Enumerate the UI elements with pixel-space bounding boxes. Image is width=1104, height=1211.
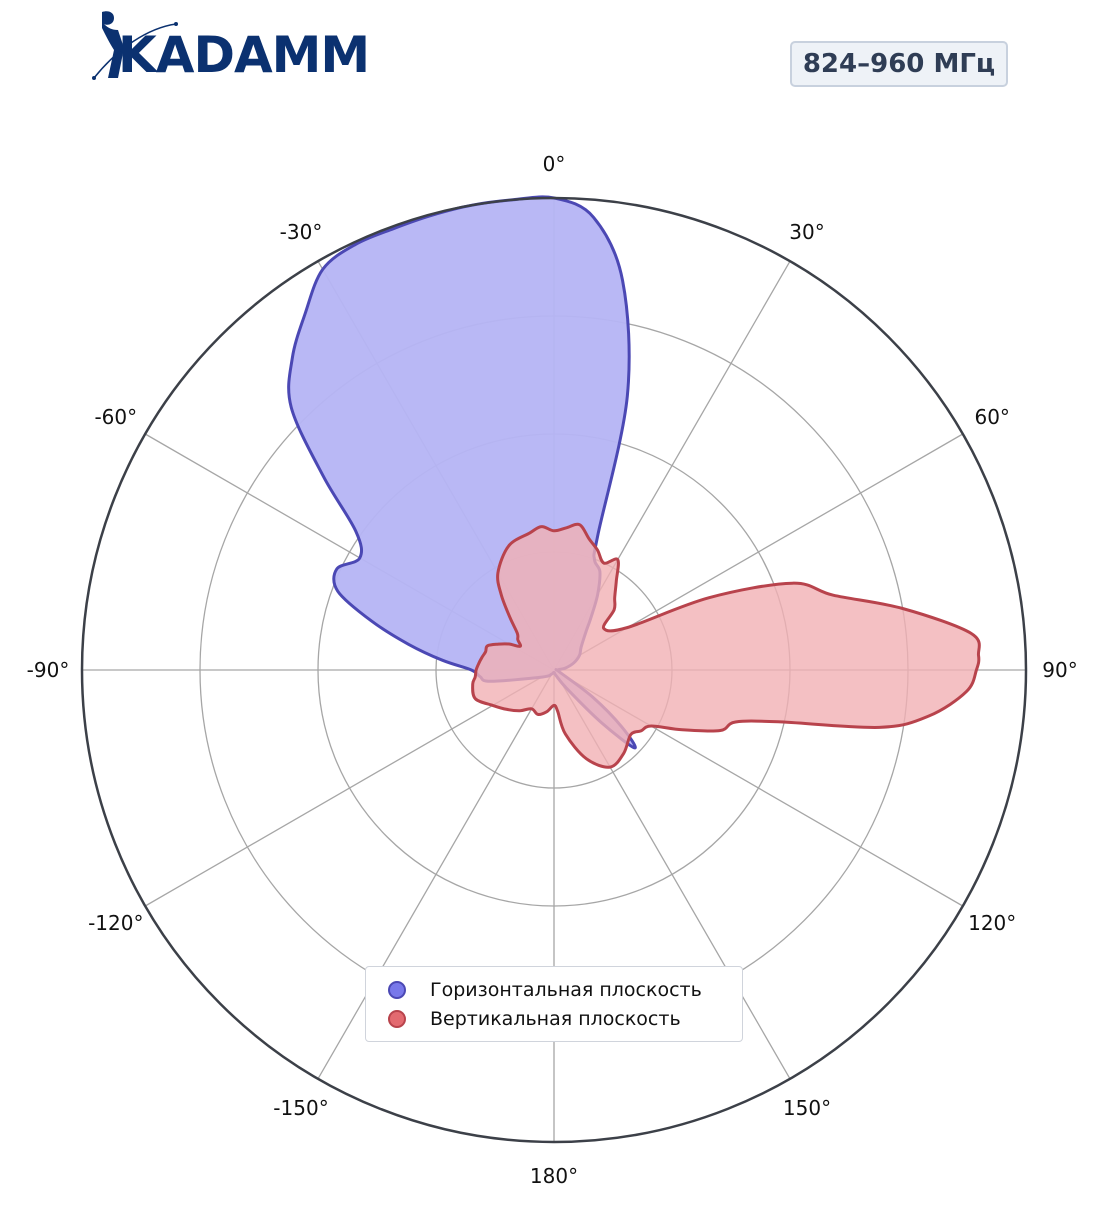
angle-tick-label-30: 30° bbox=[789, 220, 824, 244]
logo-arc-dot-start bbox=[92, 76, 96, 80]
angle-tick-label-m120: -120° bbox=[88, 911, 143, 935]
angle-tick-label-m30: -30° bbox=[280, 220, 323, 244]
kadamm-logo bbox=[92, 11, 178, 80]
legend-swatch-vertical bbox=[388, 1009, 406, 1028]
legend-item-horizontal: Горизонтальная плоскость bbox=[388, 975, 742, 1004]
grid-spoke-m150 bbox=[317, 669, 555, 1080]
logo-text: KADAMM bbox=[118, 26, 370, 84]
legend-label-vertical: Вертикальная плоскость bbox=[430, 1007, 681, 1030]
legend-label-horizontal: Горизонтальная плоскость bbox=[430, 978, 702, 1001]
logo-arc-line bbox=[93, 23, 177, 79]
angle-tick-label-150: 150° bbox=[783, 1096, 831, 1120]
grid-spoke-m120 bbox=[144, 669, 555, 907]
angle-tick-label-180: 180° bbox=[530, 1164, 578, 1188]
frequency-band-badge: 824–960 МГц bbox=[790, 41, 1008, 87]
legend-item-vertical: Вертикальная плоскость bbox=[388, 1004, 742, 1033]
angle-tick-labels: 0° 30° 60° 90° 120° 150° 180° -150° -120° -90° -60… bbox=[27, 152, 1078, 1188]
logo-arc-dot-end bbox=[174, 22, 178, 26]
chart-legend: Горизонтальная плоскость Вертикальная пл… bbox=[365, 966, 743, 1042]
angle-tick-label-90: 90° bbox=[1042, 658, 1077, 682]
outer-ring bbox=[80, 196, 1028, 1144]
polar-frame bbox=[80, 196, 1028, 1144]
logo-swoosh-mark bbox=[102, 11, 124, 78]
angle-tick-label-m60: -60° bbox=[94, 405, 137, 429]
angle-tick-label-m90: -90° bbox=[27, 658, 70, 682]
angle-tick-label-m150: -150° bbox=[273, 1096, 328, 1120]
angle-tick-label-0: 0° bbox=[543, 152, 566, 176]
legend-swatch-horizontal bbox=[388, 980, 406, 999]
angle-tick-label-60: 60° bbox=[974, 405, 1009, 429]
radiation-patterns bbox=[287, 195, 981, 769]
angle-tick-label-120: 120° bbox=[968, 911, 1016, 935]
pattern-vertical bbox=[471, 522, 981, 769]
